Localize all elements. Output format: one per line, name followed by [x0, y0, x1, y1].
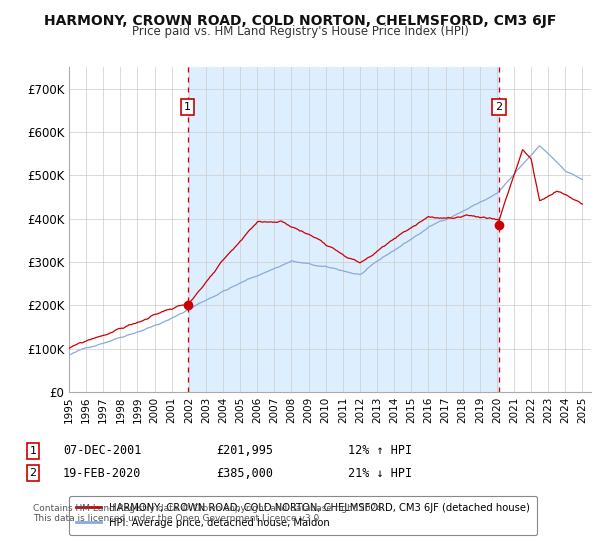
Text: 07-DEC-2001: 07-DEC-2001	[63, 444, 142, 458]
Legend: HARMONY, CROWN ROAD, COLD NORTON, CHELMSFORD, CM3 6JF (detached house), HPI: Ave: HARMONY, CROWN ROAD, COLD NORTON, CHELMS…	[69, 496, 537, 535]
Text: 1: 1	[29, 446, 37, 456]
Text: Price paid vs. HM Land Registry's House Price Index (HPI): Price paid vs. HM Land Registry's House …	[131, 25, 469, 38]
Text: 21% ↓ HPI: 21% ↓ HPI	[348, 466, 412, 480]
Text: £201,995: £201,995	[216, 444, 273, 458]
Text: £385,000: £385,000	[216, 466, 273, 480]
Text: 1: 1	[184, 102, 191, 112]
Text: 2: 2	[496, 102, 502, 112]
Text: 12% ↑ HPI: 12% ↑ HPI	[348, 444, 412, 458]
Text: 2: 2	[29, 468, 37, 478]
Bar	[188, 67, 499, 392]
Text: Contains HM Land Registry data © Crown copyright and database right 2024.
This d: Contains HM Land Registry data © Crown c…	[33, 504, 385, 524]
Text: 19-FEB-2020: 19-FEB-2020	[63, 466, 142, 480]
Text: HARMONY, CROWN ROAD, COLD NORTON, CHELMSFORD, CM3 6JF: HARMONY, CROWN ROAD, COLD NORTON, CHELMS…	[44, 14, 556, 28]
